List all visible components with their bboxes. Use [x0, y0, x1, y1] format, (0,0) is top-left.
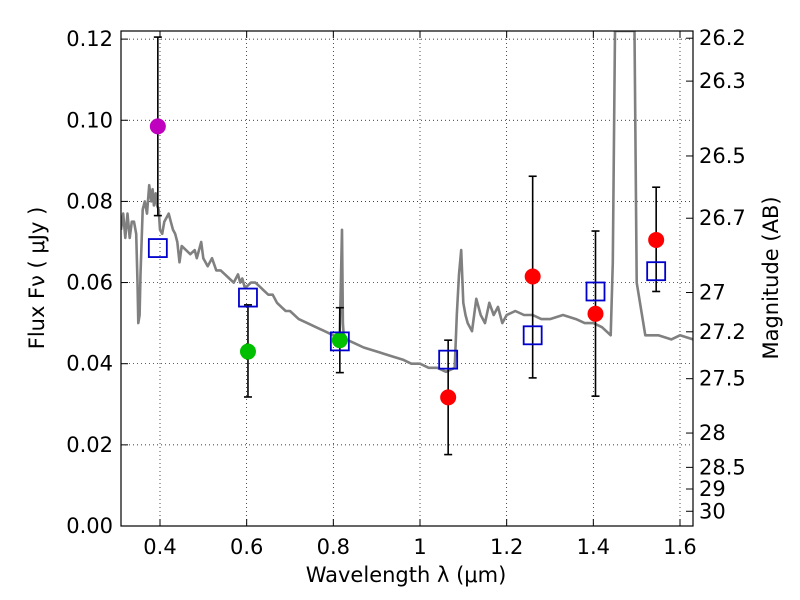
magnitude-tick-label: 27.2	[699, 320, 746, 344]
magnitude-tick-label: 26.5	[699, 144, 746, 168]
magnitude-tick-label: 27	[699, 281, 726, 305]
model-point	[646, 261, 667, 282]
magnitude-tick-label: 29	[699, 477, 726, 501]
x-tick-label: 1.2	[490, 535, 523, 559]
magnitude-tick-label: 28	[699, 421, 726, 445]
model-point	[329, 331, 350, 352]
magnitude-tick-label: 26.3	[699, 69, 746, 93]
observed-point	[149, 118, 166, 135]
x-tick-label: 1	[413, 535, 426, 559]
magnitude-tick-label: 26.2	[699, 26, 746, 50]
y-tick-label: 0.02	[66, 433, 113, 457]
model-point	[438, 349, 459, 370]
magnitude-tick-label: 30	[699, 499, 726, 523]
x-tick-label: 0.8	[317, 535, 350, 559]
y-tick-label: 0.04	[66, 352, 113, 376]
template-spectrum	[121, 31, 693, 374]
y-tick-label: 0.12	[66, 27, 113, 51]
observed-points	[149, 118, 665, 406]
model-point	[585, 281, 606, 302]
spectrum-line	[121, 31, 693, 374]
plot-frame	[120, 30, 694, 527]
x-tick-label: 0.4	[143, 535, 176, 559]
y-tick-label: 0.06	[66, 271, 113, 295]
magnitude-tick-label: 26.7	[699, 206, 746, 230]
model-photometry-squares	[147, 238, 667, 370]
grid-lines	[121, 31, 693, 527]
x-tick-label: 1.6	[663, 535, 696, 559]
x-axis-label: Wavelength λ (μm)	[306, 563, 507, 587]
error-bars	[153, 36, 661, 456]
y-axis-ticks: 0.00 0.02 0.04 0.06 0.08 0.10 0.12	[66, 27, 128, 538]
model-point	[522, 325, 543, 346]
observed-point	[524, 268, 541, 285]
x-tick-label: 0.6	[230, 535, 263, 559]
magnitude-tick-label: 28.5	[699, 455, 746, 479]
model-point	[147, 238, 168, 258]
y-tick-label: 0.08	[66, 189, 113, 213]
model-point	[238, 287, 258, 308]
magnitude-tick-label: 27.5	[699, 367, 746, 391]
observed-point	[587, 305, 604, 322]
y-axis-label: Flux Fν ( μJy )	[25, 207, 49, 350]
x-tick-label: 1.4	[577, 535, 610, 559]
y-tick-label: 0.10	[66, 108, 113, 132]
observed-point	[440, 389, 457, 406]
observed-point	[239, 343, 256, 360]
x-axis-ticks: 0.4 0.6 0.8 1 1.2 1.4 1.6	[143, 31, 697, 559]
y-tick-label: 0.00	[66, 514, 113, 538]
observed-point	[648, 231, 665, 248]
right-axis-label: Magnitude (AB)	[759, 196, 783, 359]
observed-point	[331, 332, 348, 349]
